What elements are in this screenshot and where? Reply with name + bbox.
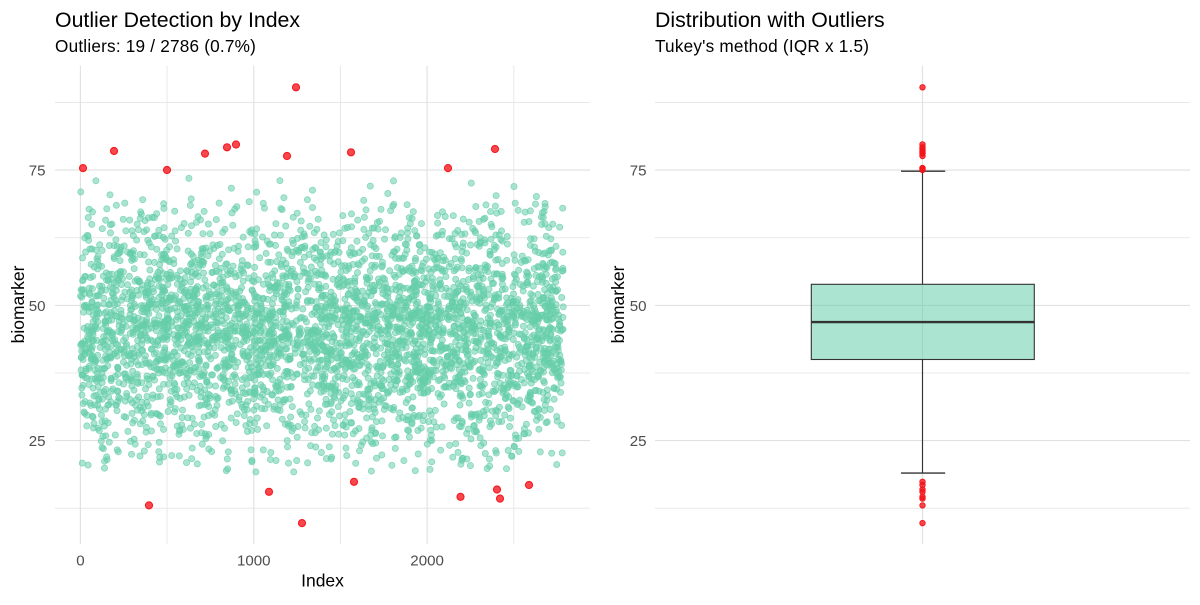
svg-text:biomarker: biomarker [608, 265, 628, 343]
svg-text:Distribution with Outliers: Distribution with Outliers [655, 8, 885, 32]
svg-text:Index: Index [301, 571, 344, 591]
svg-text:50: 50 [29, 298, 46, 315]
svg-text:75: 75 [630, 163, 647, 180]
svg-text:Tukey's method (IQR x 1.5): Tukey's method (IQR x 1.5) [655, 36, 869, 56]
svg-text:Outliers: 19 / 2786 (0.7%): Outliers: 19 / 2786 (0.7%) [55, 36, 256, 56]
svg-text:25: 25 [630, 433, 647, 450]
svg-text:Outlier Detection by Index: Outlier Detection by Index [55, 8, 300, 32]
svg-text:0: 0 [76, 552, 84, 569]
svg-text:biomarker: biomarker [8, 265, 28, 343]
svg-text:2000: 2000 [410, 552, 444, 569]
svg-text:75: 75 [29, 163, 46, 180]
svg-text:50: 50 [630, 298, 647, 315]
svg-text:1000: 1000 [237, 552, 271, 569]
svg-text:25: 25 [29, 433, 46, 450]
